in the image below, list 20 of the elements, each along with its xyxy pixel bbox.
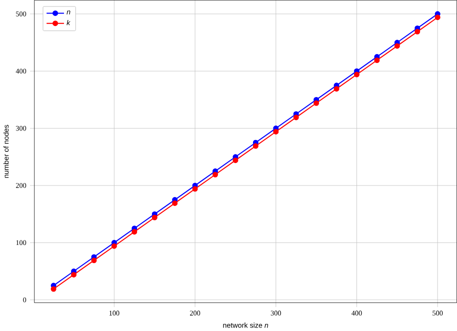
point (91, 258, 97, 264)
point (293, 114, 299, 120)
point (394, 43, 400, 49)
point (212, 172, 218, 178)
point (111, 243, 117, 249)
point (172, 200, 178, 206)
point (434, 14, 440, 20)
point (192, 186, 198, 192)
point (354, 72, 360, 78)
point (334, 86, 340, 92)
point (252, 143, 258, 149)
point (132, 228, 138, 234)
point (314, 100, 320, 106)
point (152, 214, 158, 220)
point (374, 57, 380, 63)
point (71, 272, 77, 278)
point (273, 128, 279, 134)
point (414, 28, 420, 34)
point (232, 157, 238, 163)
point (50, 286, 56, 292)
